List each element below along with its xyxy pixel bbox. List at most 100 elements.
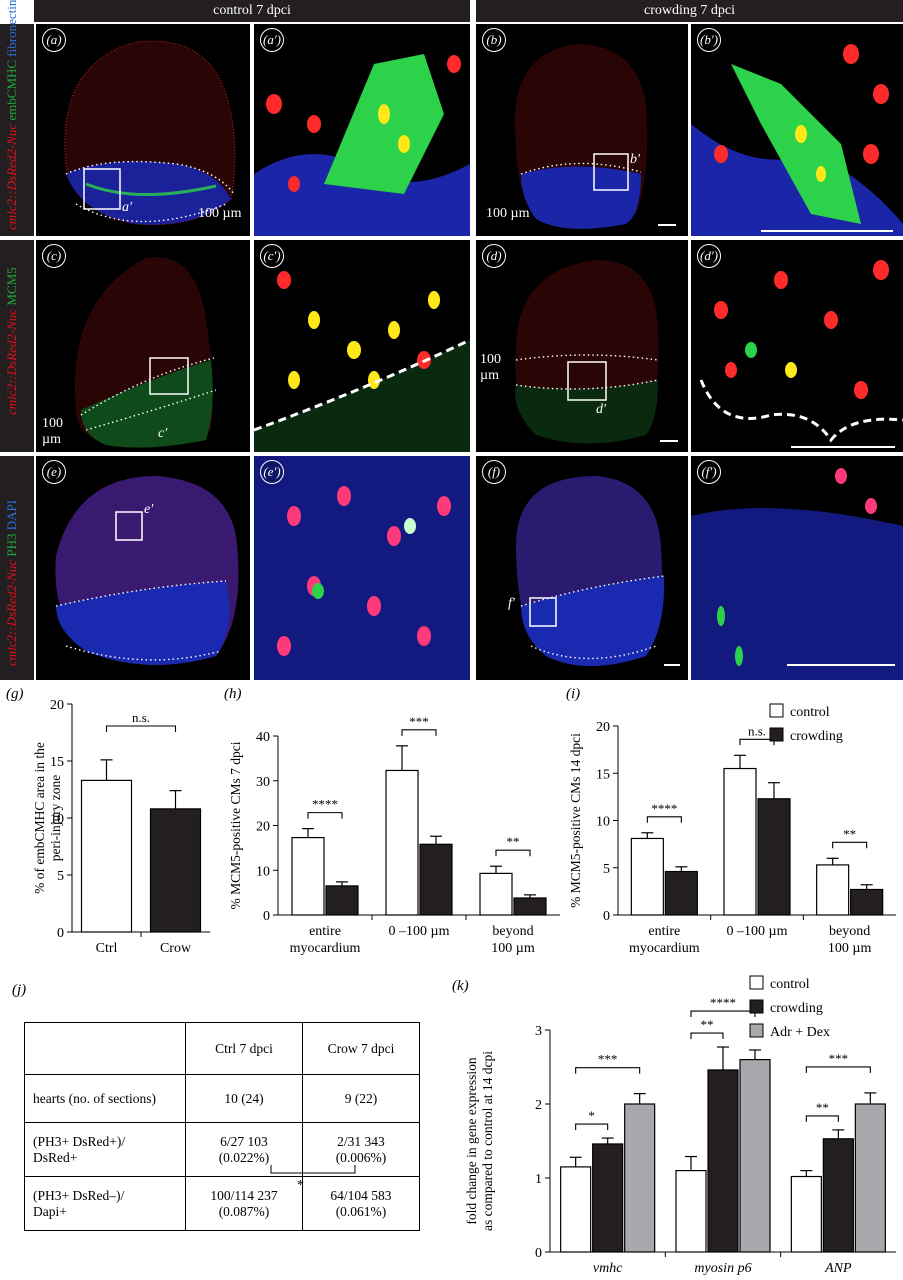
y-tick-label: 5 — [603, 862, 610, 877]
legend-swatch — [769, 703, 784, 718]
y-axis-label: fold change in gene expression — [464, 1057, 479, 1224]
table-cell-crow: 2/31 343 (0.006%) — [302, 1122, 420, 1177]
panel-c-prime: (c′) — [254, 240, 470, 452]
bar — [675, 1170, 707, 1253]
table-cell-crow: 64/104 583 (0.061%) — [302, 1176, 420, 1231]
bar — [790, 1175, 822, 1253]
significance-label: **** — [651, 801, 677, 816]
panel-a: (a) a′ 100 µm — [36, 24, 250, 236]
table-cell-ctrl: 6/27 103 (0.022%) — [185, 1122, 303, 1177]
panel-d-prime: (d′) — [691, 240, 903, 452]
zoom-image-c-prime — [254, 271, 470, 452]
significance-bracket — [307, 812, 343, 819]
y-tick-label: 0 — [263, 909, 270, 924]
y-tick-label: 5 — [57, 869, 64, 884]
significance-label: ** — [816, 1100, 829, 1115]
bar — [325, 885, 359, 916]
bar — [560, 1166, 592, 1253]
legend-label: crowding — [790, 729, 843, 744]
bar — [385, 769, 419, 916]
bar — [80, 779, 133, 933]
chart-k: 0 1 2 3 fold change in gene expression as com… — [464, 975, 896, 1276]
x-tick-label: 100 µm — [828, 941, 872, 956]
significance-label: ** — [701, 1017, 714, 1032]
significance-label: n.s. — [748, 723, 766, 738]
y-tick-label: 1 — [535, 1172, 542, 1187]
y-axis-label: % of embCMHC area in the — [32, 742, 47, 894]
y-axis-label: % MCM5-positive CMs 7 dpci — [228, 741, 243, 909]
y-tick-label: 0 — [57, 926, 64, 941]
x-tick-label: entire — [648, 924, 680, 939]
inset-tag-f: f′ — [508, 596, 515, 611]
x-tick-label: myocardium — [629, 941, 700, 956]
label-h: (h) — [224, 686, 242, 702]
row-label-3: cmlc2::DsRed2-Nuc PH3 DAPI — [4, 500, 20, 666]
y-tick-label: 20 — [50, 698, 64, 713]
panel-label-f-prime: (f′) — [697, 460, 721, 484]
significance-bracket — [575, 1067, 641, 1074]
y-tick-label: 10 — [596, 815, 610, 830]
row-label-1: cmlc2::DsRed2-Nuc embCMHC fibronectin — [4, 0, 20, 230]
inset-tag-e: e′ — [144, 502, 154, 517]
panel-label-c-prime: (c′) — [260, 244, 284, 268]
significance-bracket — [805, 1115, 839, 1122]
significance-bracket — [805, 1066, 871, 1073]
x-tick-label: 100 µm — [491, 941, 535, 956]
bar — [149, 808, 202, 933]
y-tick-label: 15 — [50, 755, 64, 770]
chart-g: 0 5 10 15 20 % of embCMHC area in the peri-inj… — [32, 698, 210, 956]
bar — [707, 1069, 739, 1253]
panel-label-a: (a) — [42, 28, 66, 52]
y-tick-label: 30 — [256, 775, 270, 790]
bar — [739, 1058, 771, 1253]
row-label-2-part-1: cmlc2::DsRed2-Nuc — [4, 308, 19, 415]
significance-bracket — [495, 849, 531, 857]
bar — [419, 843, 453, 916]
zoom-image-d-prime — [699, 260, 903, 448]
row-label-2-part-2: MCM5 — [4, 267, 19, 309]
panel-e: (e) e′ — [36, 456, 250, 680]
panel-c: (c) c′ 100 µm — [36, 240, 250, 452]
chart-i: 0 5 10 15 20 % MCM5-positive CMs 14 dpci entir… — [568, 703, 896, 956]
label-i: (i) — [566, 686, 581, 702]
panel-label-c: (c) — [42, 244, 66, 268]
legend-label: crowding — [770, 1001, 823, 1016]
row-label-1-part-1: cmlc2::DsRed2-Nuc — [4, 123, 19, 230]
significance-bracket — [690, 1010, 756, 1018]
significance-label: **** — [312, 797, 338, 812]
table-row-label: (PH3+ DsRed+)/ DsRed+ — [24, 1122, 186, 1177]
data-table-j: Ctrl 7 dpci Crow 7 dpci hearts (no. of s… — [24, 1022, 420, 1231]
zoom-image-a-prime — [254, 54, 470, 236]
significance-bracket — [401, 729, 437, 736]
table-row-label: (PH3+ DsRed–)/ Dapi+ — [24, 1176, 186, 1231]
scale-text-d: 100 µm — [480, 352, 501, 383]
bar — [479, 872, 513, 916]
y-tick-label: 20 — [596, 720, 610, 735]
bar — [850, 888, 884, 916]
bar — [664, 870, 698, 916]
inset-tag-b: b′ — [630, 152, 641, 167]
bar — [624, 1103, 656, 1253]
significance-bracket — [832, 841, 868, 849]
heart-section-d — [515, 260, 678, 444]
inset-tag-a: a′ — [122, 200, 133, 215]
panel-label-d-prime: (d′) — [697, 244, 721, 268]
panel-b: (b) b′ 100 µm — [476, 24, 688, 236]
significance-label: * — [588, 1108, 595, 1123]
scale-text-c: 100 µm — [42, 416, 63, 447]
legend-label: control — [790, 705, 830, 720]
y-axis-label: as compared to control at 14 dcpi — [480, 1051, 495, 1231]
significance-label: n.s. — [132, 710, 150, 725]
significance-label: ** — [507, 834, 520, 849]
significance-label: **** — [710, 995, 736, 1010]
heart-section-e — [55, 476, 239, 665]
legend-swatch — [749, 999, 764, 1014]
x-tick-label: myosin p6 — [694, 1261, 751, 1276]
bar — [630, 837, 664, 916]
y-tick-label: 10 — [256, 864, 270, 879]
panel-b-prime: (b′) — [691, 24, 903, 236]
legend-swatch — [769, 727, 784, 742]
row-label-bar-2: cmlc2::DsRed2-Nuc MCM5 — [0, 240, 34, 452]
table-cell-ctrl: 100/114 237 (0.087%) — [185, 1176, 303, 1231]
zoom-image-f-prime — [691, 468, 903, 680]
